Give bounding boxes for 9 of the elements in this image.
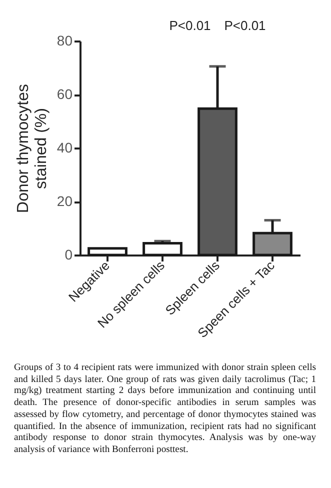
text: P<0.01 (169, 18, 211, 33)
text: P<0.01 (224, 18, 266, 33)
text: Groups of 3 to 4 recipient rats were immunized with donor strain spleen cells and killed 5 days later. One group of rats was given daily tacrolimus (Tac; 1 mg/kg) treatment starting 2 days before immunization and continuing until death. The presence of donor-specific antibodies in serum samples was assessed by flow cytometry, and percentage of donor thymocytes stained was quantified. In the absence of immunization, recipient rats had no significant antibody response to donor strain thymocytes. Analysis was by one-way analysis of variance with Bonferroni posttest. (14, 362, 316, 456)
y-tick-label: 40 (56, 140, 73, 156)
y-tick-label: 20 (56, 193, 73, 209)
y-tick-label: 60 (56, 86, 73, 102)
y-axis-title: Donor thymocytes stained (%) (14, 84, 50, 213)
y-tick-label: 80 (56, 32, 73, 48)
y-tick-label: 0 (64, 246, 73, 262)
